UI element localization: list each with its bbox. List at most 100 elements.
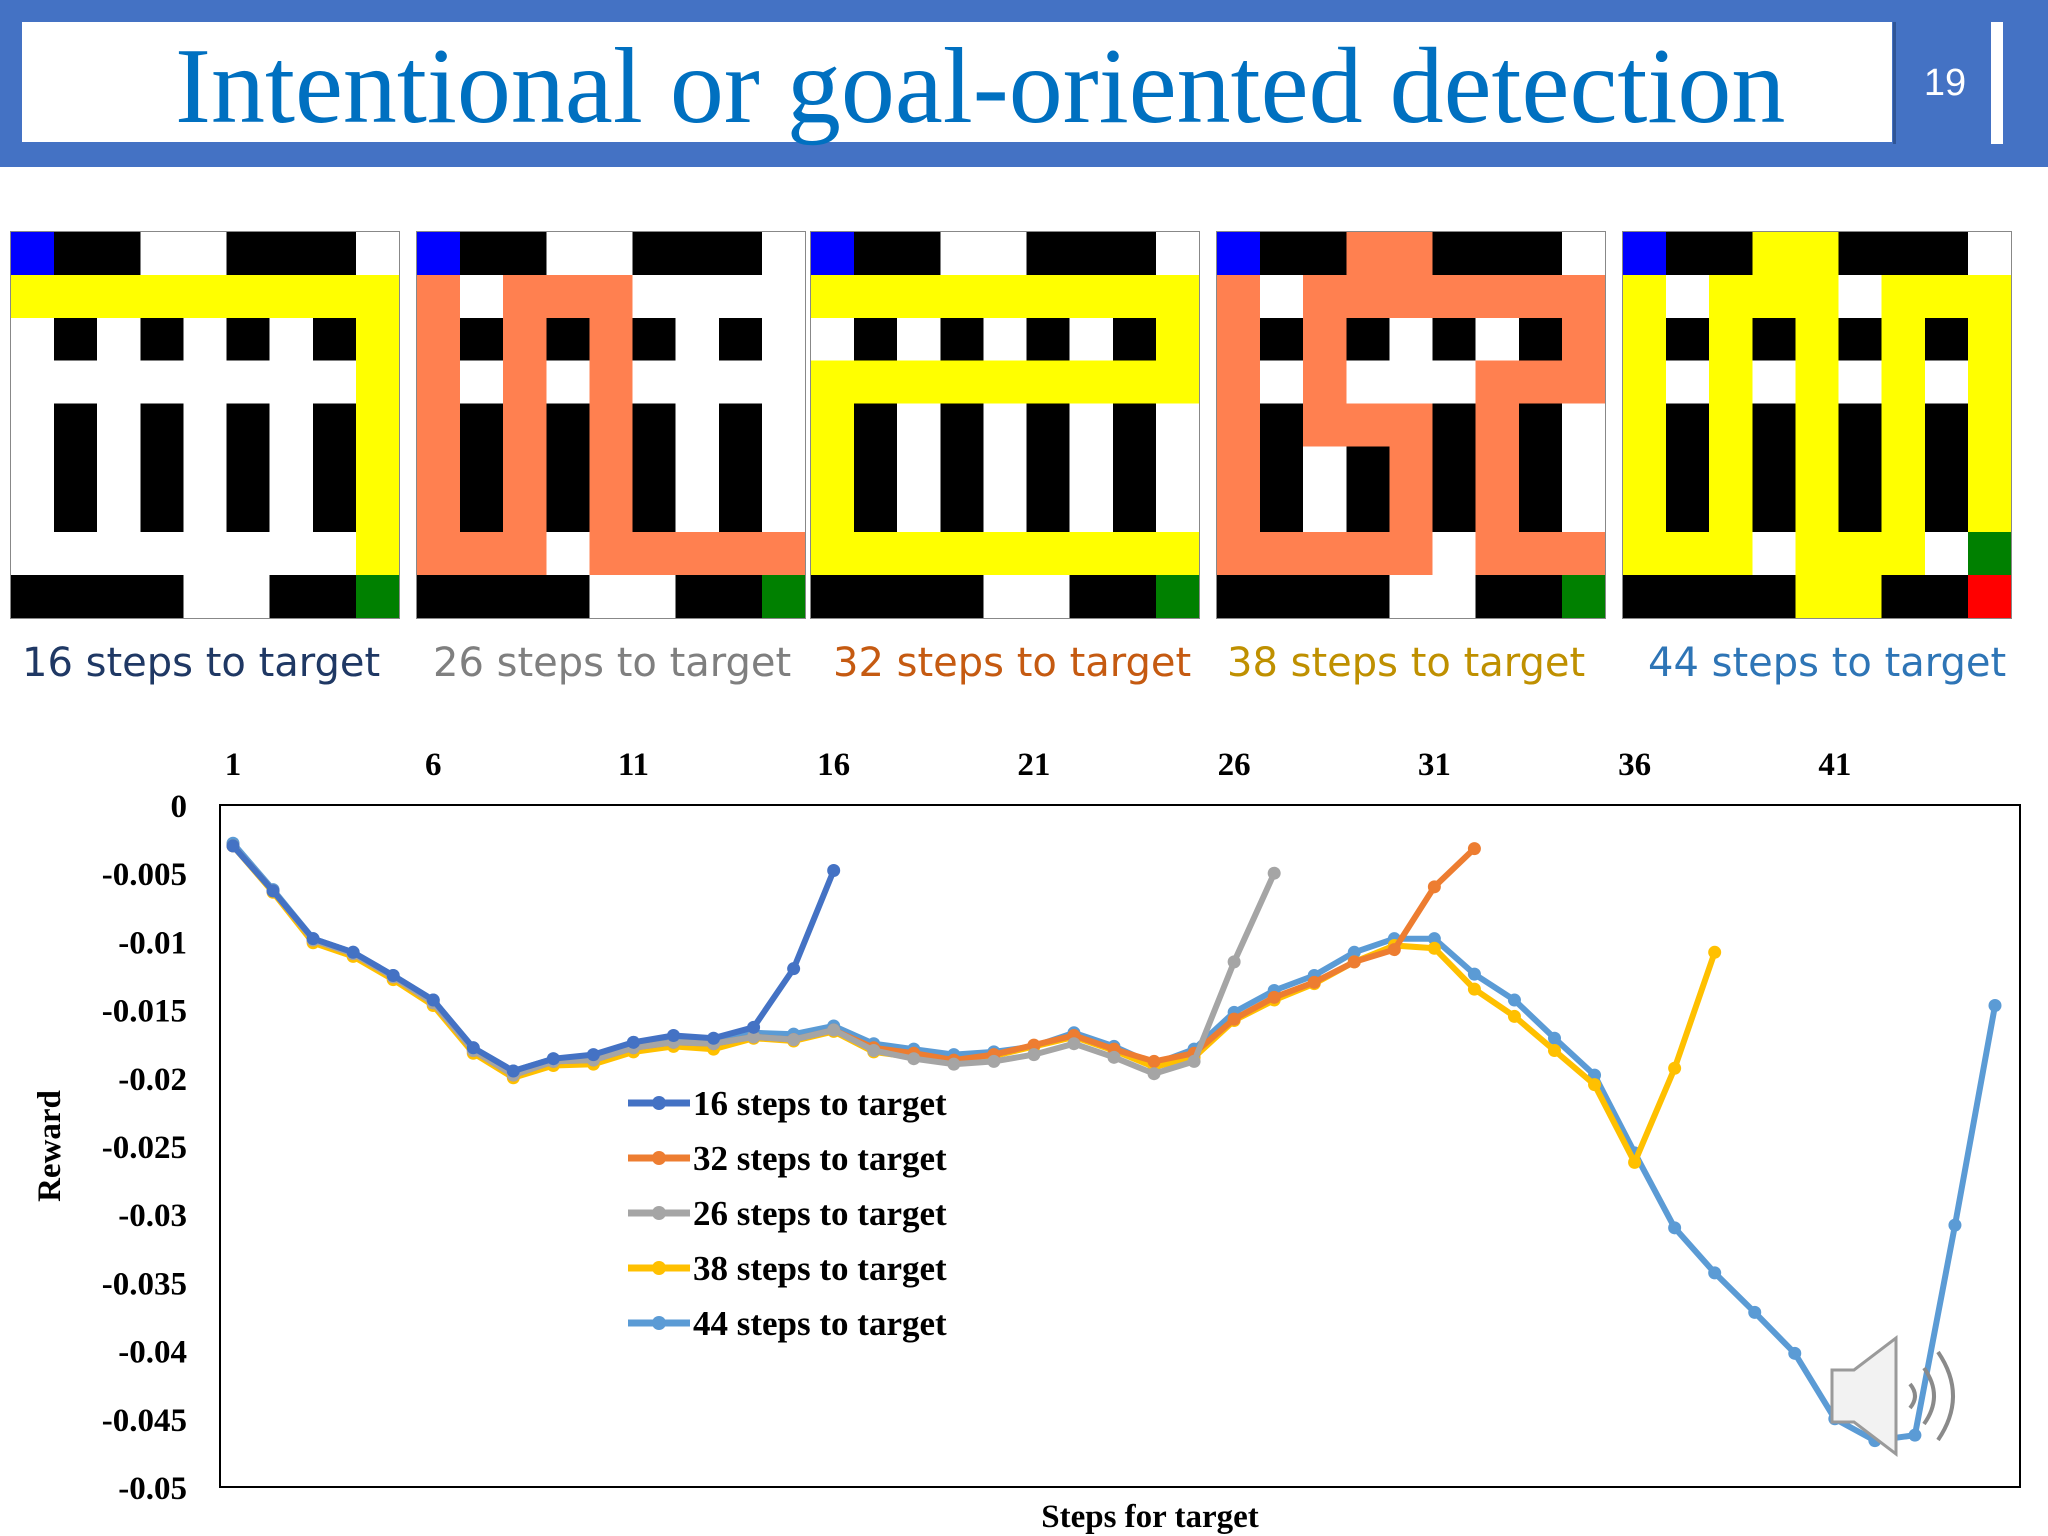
data-point (1948, 1218, 1962, 1232)
title-bar: Intentional or goal-oriented detection 1… (0, 0, 2048, 167)
y-tick-label: 0 (171, 789, 188, 825)
plot-area (219, 804, 2021, 1488)
data-point (1708, 1266, 1722, 1280)
data-point (1548, 1031, 1561, 1045)
data-point (1107, 1050, 1121, 1064)
data-point (1668, 1221, 1682, 1235)
x-tick-label: 36 (1618, 747, 1651, 783)
data-point (827, 863, 841, 877)
series-line (230, 842, 837, 1074)
data-point (1708, 945, 1722, 959)
data-point (827, 1023, 841, 1037)
data-point (947, 1057, 961, 1071)
slide-title: Intentional or goal-oriented detection (175, 27, 1786, 146)
data-point (1507, 1009, 1521, 1023)
y-tick-label: -0.045 (102, 1403, 187, 1439)
x-tick-label: 16 (817, 747, 850, 783)
x-tick-label: 6 (425, 747, 442, 783)
maze-grid-38-steps (1216, 231, 1606, 619)
title-box (22, 22, 1892, 142)
y-tick-label: -0.01 (118, 925, 187, 961)
data-point (787, 962, 801, 976)
speaker-icon[interactable] (1830, 1334, 1955, 1458)
data-point (1307, 975, 1321, 989)
maze-caption-26: 26 steps to target (433, 640, 792, 686)
y-tick-label: -0.015 (102, 994, 187, 1030)
x-axis-ticks: 1 6 11 16 21 26 31 36 41 (225, 747, 1852, 783)
y-tick-label: -0.04 (118, 1335, 187, 1371)
series-lines (226, 836, 2002, 1448)
data-point (466, 1041, 480, 1055)
data-point (1467, 967, 1481, 981)
y-tick-label: -0.02 (118, 1062, 187, 1098)
data-point (1788, 1346, 1802, 1360)
legend-swatch-marker (652, 1151, 666, 1165)
data-point (506, 1064, 520, 1078)
data-point (266, 884, 280, 898)
legend-swatch-marker (652, 1096, 666, 1110)
data-point (586, 1048, 600, 1062)
data-point (667, 1029, 680, 1043)
data-point (1027, 1038, 1041, 1052)
data-point (1027, 1048, 1041, 1062)
legend-label: 26 steps to target (693, 1194, 947, 1233)
y-tick-label: -0.005 (102, 857, 187, 893)
x-tick-label: 11 (618, 747, 649, 783)
maze-grid-44-steps (1622, 231, 2012, 619)
maze-caption-32: 32 steps to target (833, 640, 1192, 686)
chart-legend: 16 steps to target 32 steps to target 26 s… (628, 1084, 947, 1343)
data-point (1548, 1044, 1561, 1058)
data-point (1227, 1012, 1241, 1026)
data-point (1748, 1305, 1762, 1319)
maze-caption-16: 16 steps to target (22, 640, 381, 686)
data-point (1187, 1054, 1201, 1068)
x-tick-label: 31 (1418, 747, 1451, 783)
slide-number-edge (1991, 22, 2003, 144)
data-point (787, 1033, 801, 1047)
legend-label: 32 steps to target (693, 1139, 947, 1178)
data-point (1347, 945, 1361, 959)
data-point (707, 1031, 721, 1045)
data-point (1227, 955, 1241, 969)
data-point (747, 1030, 761, 1044)
data-point (1427, 941, 1441, 955)
data-point (1628, 1155, 1642, 1169)
maze-grid-32-steps (810, 231, 1200, 619)
data-point (426, 993, 440, 1007)
legend-label: 44 steps to target (693, 1304, 947, 1343)
legend-swatch-marker (652, 1316, 666, 1330)
data-point (1067, 1037, 1081, 1051)
x-tick-label: 1 (225, 747, 242, 783)
maze-grid-16-steps (10, 231, 400, 619)
data-point (747, 1020, 761, 1034)
y-tick-label: -0.035 (102, 1266, 187, 1302)
data-point (987, 1054, 1001, 1068)
slide-number: 19 (1923, 62, 1967, 104)
y-tick-label: -0.05 (118, 1471, 187, 1507)
data-point (1267, 990, 1281, 1004)
data-point (1427, 880, 1441, 894)
data-point (1347, 955, 1361, 969)
data-point (626, 1035, 640, 1049)
legend-swatch-marker (652, 1261, 666, 1275)
x-axis-label: Steps for target (1041, 1499, 1259, 1535)
data-point (1147, 1067, 1161, 1081)
data-point (386, 969, 400, 982)
y-axis-label: Reward (32, 1090, 68, 1202)
maze-caption-44: 44 steps to target (1648, 640, 2007, 686)
data-point (1908, 1428, 1922, 1442)
data-point (1467, 842, 1481, 856)
legend-label: 38 steps to target (693, 1249, 947, 1288)
data-point (1147, 1054, 1161, 1068)
data-point (1427, 932, 1441, 946)
y-tick-label: -0.03 (118, 1198, 187, 1234)
data-point (867, 1044, 881, 1058)
maze-caption-38: 38 steps to target (1227, 640, 1586, 686)
data-point (907, 1052, 921, 1066)
maze-grid-26-steps (416, 231, 806, 619)
data-point (1467, 982, 1481, 996)
data-point (306, 932, 320, 946)
data-point (1588, 1078, 1602, 1092)
legend-swatch-marker (652, 1206, 666, 1220)
